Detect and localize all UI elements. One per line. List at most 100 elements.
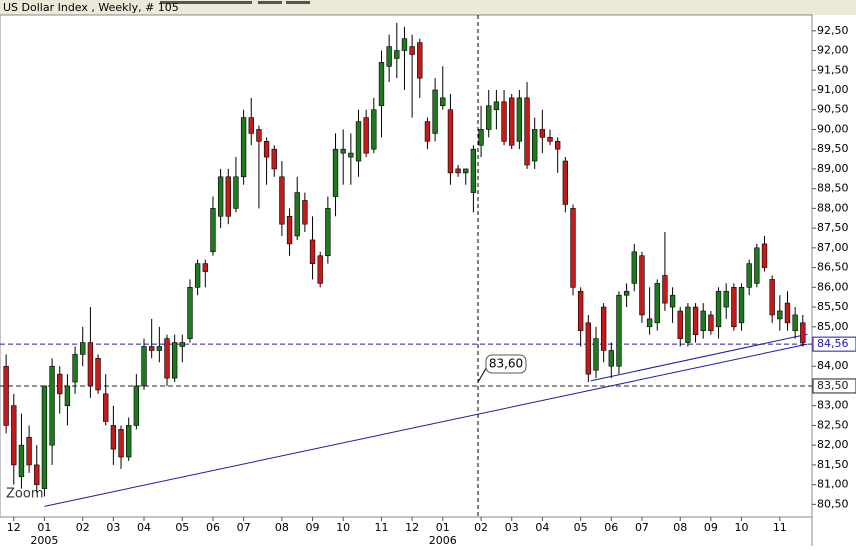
candle-body — [409, 46, 415, 55]
candle-body — [509, 97, 515, 146]
y-tick-label: 84,00 — [817, 359, 849, 372]
candle-body — [110, 425, 117, 450]
candle-body — [646, 318, 653, 328]
x-tick-label: 10 — [336, 521, 350, 534]
candle-body — [685, 306, 691, 343]
candle-body — [570, 208, 576, 288]
candle-body — [340, 148, 346, 154]
year-label: 2005 — [30, 534, 58, 546]
trendline — [590, 333, 808, 382]
y-tick-label: 81,50 — [817, 458, 849, 471]
candle-body — [363, 117, 369, 154]
y-tick-label: 92,50 — [817, 24, 849, 37]
candle-body — [455, 168, 461, 174]
candle-body — [524, 97, 530, 166]
candle-body — [194, 263, 201, 288]
candle-body — [792, 314, 798, 332]
candle-body — [432, 89, 438, 134]
candle-body — [225, 176, 231, 217]
x-tick-label: 12 — [405, 521, 419, 534]
x-tick-label: 08 — [275, 521, 289, 534]
candle-body — [294, 192, 300, 237]
toolbar-tab[interactable] — [286, 1, 310, 4]
y-tick-label: 89,00 — [817, 162, 849, 175]
x-tick-label: 06 — [604, 521, 618, 534]
candle-body — [516, 97, 523, 142]
candle-body — [371, 109, 377, 150]
level-label: 84,56 — [817, 337, 849, 350]
candle-body — [478, 129, 484, 146]
candle-body — [317, 255, 323, 284]
candle-body — [240, 117, 247, 178]
candle-body — [187, 287, 193, 339]
candle-body — [623, 290, 630, 296]
candle-body — [577, 290, 584, 332]
level-label: 83,50 — [817, 379, 849, 392]
y-tick-label: 87,50 — [817, 221, 849, 234]
candle-body — [286, 215, 293, 245]
candle-body — [486, 105, 492, 130]
candle-body — [179, 342, 185, 347]
candle-body — [440, 97, 446, 107]
candle-body — [141, 346, 147, 387]
x-tick-label: 07 — [237, 521, 251, 534]
candle-body — [210, 208, 216, 253]
candle-body — [164, 338, 170, 379]
candle-body — [761, 243, 768, 268]
candle-body — [256, 129, 262, 142]
x-tick-label: 09 — [306, 521, 320, 534]
candle-body — [401, 38, 408, 51]
x-tick-label: 02 — [76, 521, 90, 534]
candle-body — [616, 294, 622, 367]
candle-body — [555, 140, 561, 150]
candle-body — [355, 121, 362, 162]
candle-body — [202, 263, 208, 272]
candle-body — [631, 251, 637, 284]
candle-body — [72, 354, 78, 383]
x-tick-label: 09 — [704, 521, 718, 534]
level-label-box — [812, 336, 856, 352]
candle-body — [547, 137, 553, 142]
candle-body — [501, 101, 507, 142]
candle-body — [217, 176, 224, 217]
y-tick-label: 91,00 — [817, 83, 849, 96]
candle-body — [309, 239, 316, 264]
toolbar-tab[interactable] — [258, 1, 282, 4]
candle-body — [539, 129, 546, 138]
candle-body — [731, 287, 737, 328]
x-tick-label: 03 — [106, 521, 120, 534]
candle-body — [279, 176, 285, 225]
y-tick-label: 92,00 — [817, 44, 849, 57]
zoom-label[interactable]: Zoom — [6, 487, 43, 502]
candle-body — [34, 464, 40, 485]
candle-body — [348, 152, 354, 158]
candle-body — [378, 62, 385, 107]
candle-body — [87, 342, 94, 387]
candle-body — [118, 429, 124, 458]
candle-body — [64, 385, 71, 407]
cursor-label-box — [485, 354, 527, 374]
candle-body — [746, 263, 752, 288]
trendline — [44, 343, 808, 507]
y-tick-label: 80,50 — [817, 497, 849, 510]
y-tick-label: 86,50 — [817, 261, 849, 274]
candle-body — [700, 310, 706, 332]
candle-body — [708, 314, 714, 332]
candle-body — [715, 290, 722, 328]
x-tick-label: 10 — [735, 521, 749, 534]
x-tick-label: 06 — [206, 521, 220, 534]
x-tick-label: 12 — [7, 521, 21, 534]
candle-body — [493, 101, 500, 111]
x-tick-label: 04 — [137, 521, 151, 534]
candle-body — [562, 160, 569, 205]
candle-body — [41, 385, 48, 489]
x-tick-label: 11 — [374, 521, 388, 534]
candle-body — [95, 358, 101, 391]
candle-body — [49, 365, 55, 446]
toolbar-tab[interactable] — [160, 1, 252, 4]
candle-body — [677, 310, 683, 339]
y-tick-label: 90,00 — [817, 122, 849, 135]
